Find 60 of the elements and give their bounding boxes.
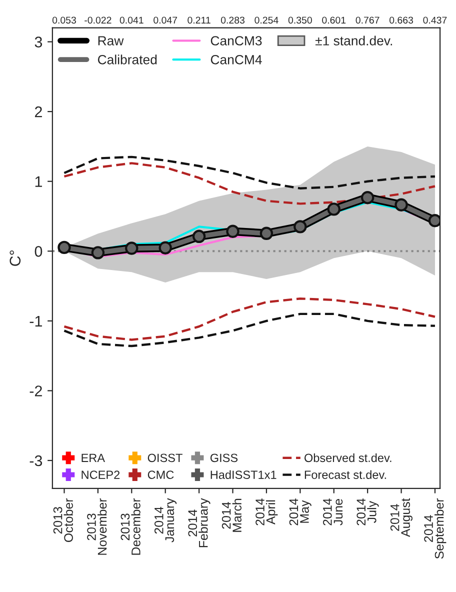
text: 0.767 bbox=[356, 16, 380, 24]
legend-label: CanCM4 bbox=[210, 54, 262, 64]
legend-label: HadISST1x1 bbox=[210, 470, 276, 479]
y-tick-label: -1 bbox=[30, 316, 42, 326]
legend-label: CanCM3 bbox=[210, 36, 262, 46]
line-series bbox=[63, 312, 436, 348]
text: 0.601 bbox=[322, 16, 346, 24]
legend-label: Observed st.dev. bbox=[304, 453, 392, 462]
point bbox=[192, 230, 206, 244]
x-tick-label: 2013 October bbox=[53, 498, 73, 542]
point bbox=[158, 241, 172, 254]
y-tick-label: 2 bbox=[34, 106, 42, 118]
point bbox=[260, 226, 274, 240]
x-tick-label: 2014 March bbox=[222, 498, 242, 532]
text: 0.254 bbox=[254, 16, 278, 24]
point bbox=[360, 191, 374, 204]
legend-label: Forecast st.dev. bbox=[304, 470, 386, 479]
point bbox=[226, 224, 240, 238]
y-tick-label: 0 bbox=[34, 246, 42, 257]
x-tick-label: 2014 April bbox=[256, 498, 278, 526]
y-tick-label: 1 bbox=[35, 176, 42, 187]
text: 0.053 bbox=[52, 16, 76, 24]
point bbox=[394, 198, 408, 212]
text: -0.022 bbox=[84, 16, 112, 24]
point bbox=[294, 220, 307, 234]
x-tick-label: 2014 August bbox=[390, 498, 412, 538]
legend-label: CMC bbox=[148, 470, 174, 479]
x-tick-label: 2014 June bbox=[323, 498, 343, 526]
line-series bbox=[63, 156, 436, 190]
x-tick-label: 2013 December bbox=[120, 498, 140, 555]
y-tick-label: -2 bbox=[30, 386, 42, 396]
text: 0.437 bbox=[423, 16, 447, 24]
legend-label: OISST bbox=[148, 454, 182, 462]
point bbox=[125, 242, 138, 255]
point bbox=[58, 240, 71, 254]
x-tick-label: 2014 January bbox=[154, 498, 177, 542]
text: 0.211 bbox=[188, 16, 210, 24]
point bbox=[327, 202, 340, 216]
y-tick-label: 3 bbox=[34, 36, 42, 48]
x-tick-label: 2014 September bbox=[424, 498, 446, 559]
legend-label: NCEP2 bbox=[82, 470, 120, 479]
point bbox=[428, 214, 440, 228]
line-series bbox=[63, 297, 436, 341]
legend-label: ±1 stand.dev. bbox=[315, 36, 392, 46]
text: 0.283 bbox=[220, 16, 244, 24]
legend-label: GISS bbox=[210, 454, 238, 462]
text: 0.047 bbox=[154, 16, 178, 24]
y-axis-title: C° bbox=[10, 250, 21, 266]
x-tick-label: 2014 July bbox=[356, 498, 379, 526]
legend-label: Raw bbox=[98, 36, 124, 46]
text: 0.663 bbox=[389, 16, 414, 24]
point bbox=[91, 246, 105, 260]
legend-label: ERA bbox=[82, 454, 106, 462]
text: 0.350 bbox=[288, 16, 312, 24]
x-tick-label: 2013 November bbox=[87, 498, 107, 555]
legend-label: Calibrated bbox=[98, 54, 157, 64]
x-tick-label: 2014 May bbox=[289, 498, 312, 526]
x-tick-label: 2014 February bbox=[188, 498, 210, 548]
y-tick-label: -3 bbox=[30, 455, 42, 466]
text: 0.041 bbox=[120, 16, 144, 24]
